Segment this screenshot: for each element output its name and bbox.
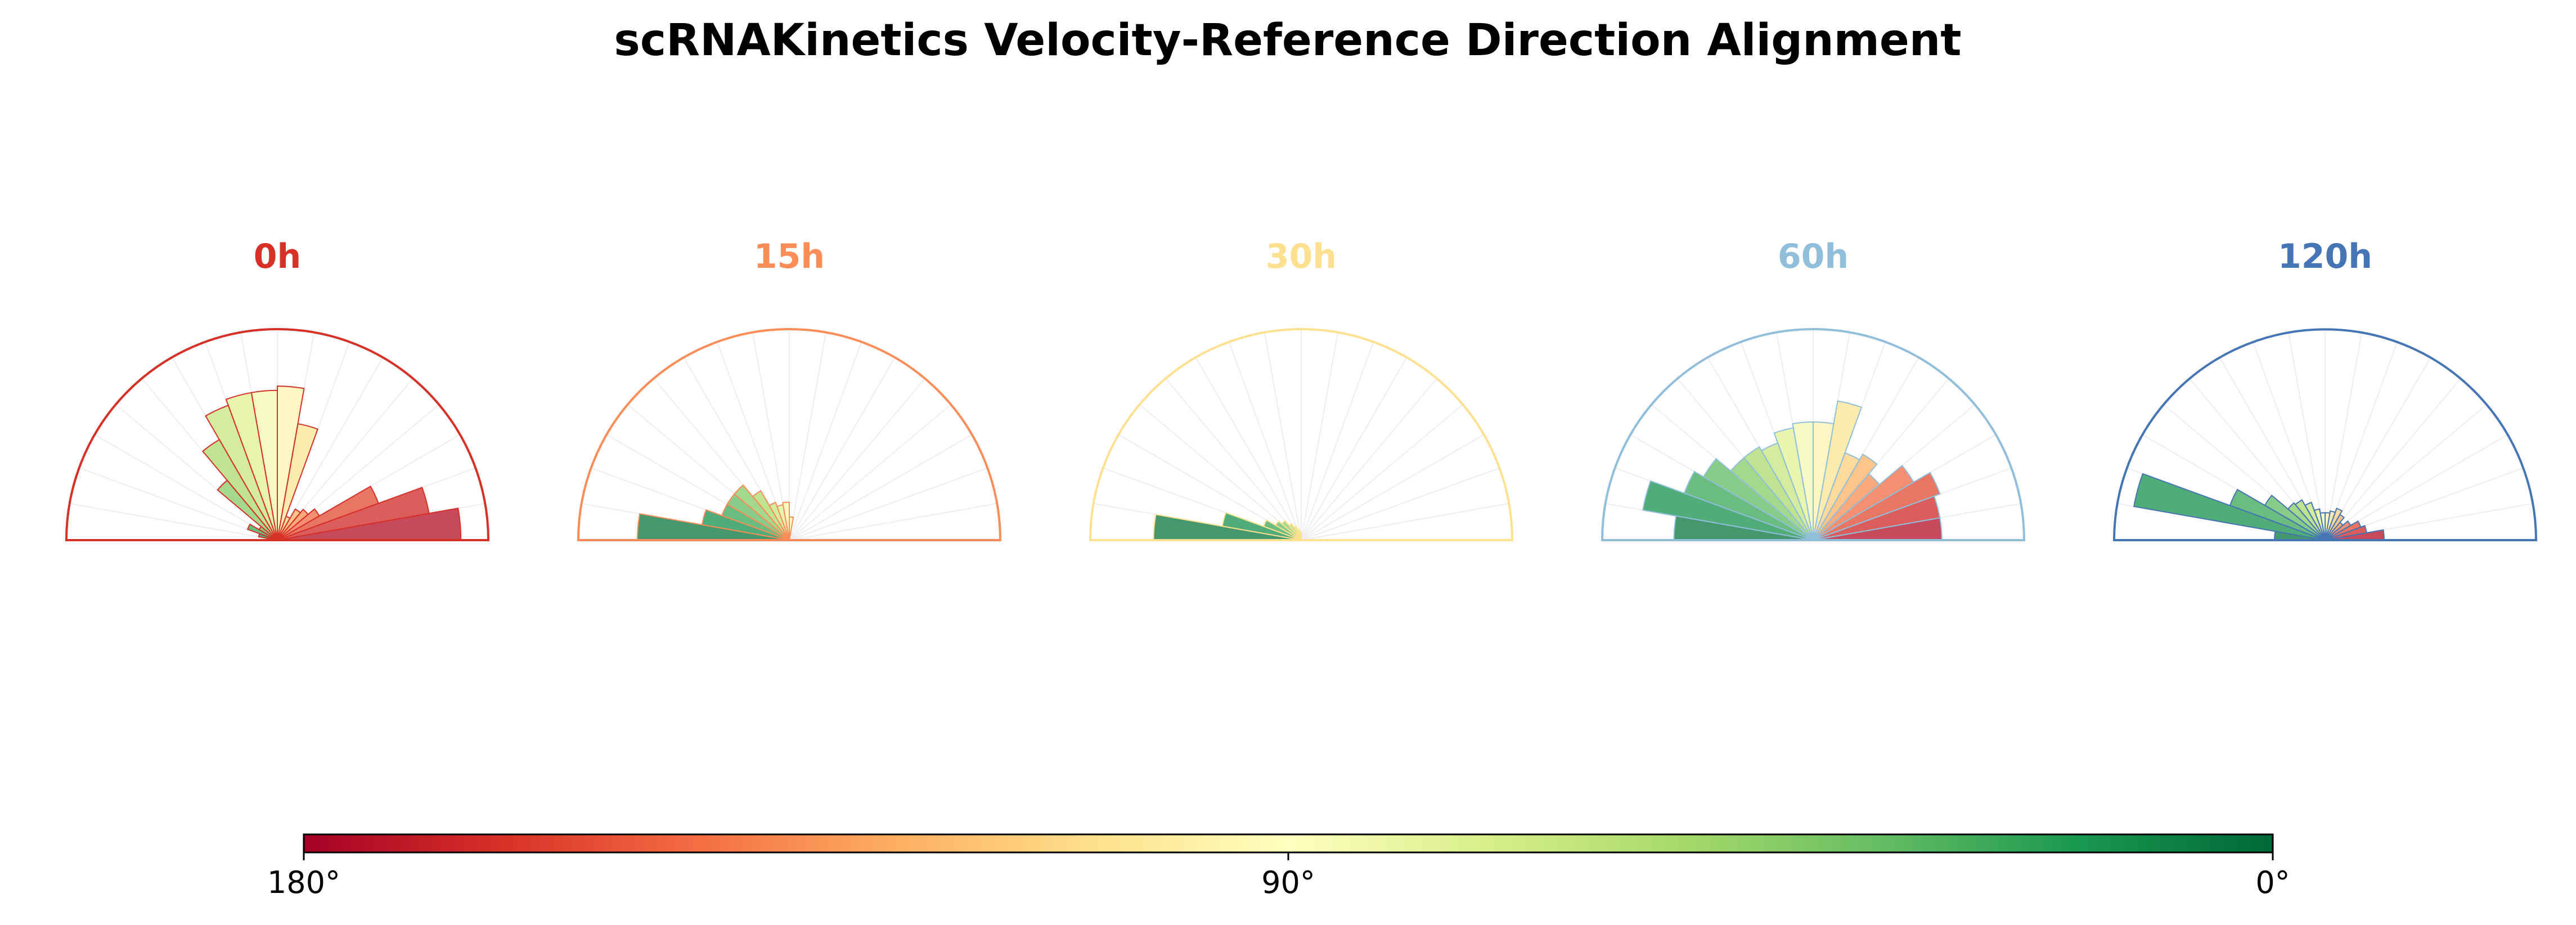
radial-gridline	[2325, 404, 2487, 541]
wedge-60h-55deg	[1813, 453, 1878, 541]
chart-title: scRNAKinetics Velocity-Reference Directi…	[614, 15, 1961, 66]
panel-label: 15h	[754, 237, 825, 276]
wedge-0h-55deg	[277, 508, 302, 541]
panel-frame	[577, 328, 1002, 541]
panel-label: 60h	[1778, 237, 1849, 276]
panel-frame	[1089, 328, 1514, 541]
polar-panel-15h: 15h	[577, 237, 1002, 541]
radial-gridline	[2325, 342, 2398, 541]
radial-gridline	[1139, 404, 1302, 541]
wedge-120h-65deg	[2325, 508, 2343, 541]
colorbar-ticks: 180° 90° 0°	[267, 852, 2290, 900]
radial-gridline	[1301, 502, 1509, 541]
radial-gridline	[789, 357, 896, 541]
radial-gridline	[2287, 332, 2326, 541]
polar-panel-30h: 30h	[1089, 237, 1514, 541]
wedge-60h-165deg	[1642, 480, 1814, 541]
radial-gridline	[1228, 342, 1302, 541]
colorbar: 180° 90° 0°	[267, 833, 2290, 900]
radial-gridline	[1301, 404, 1463, 541]
wedge-0h-85deg	[277, 385, 305, 541]
wedge-0h-125deg	[201, 439, 278, 541]
panel-frame	[2112, 328, 2538, 541]
radial-gridline	[1301, 332, 1339, 541]
radial-gridline	[789, 404, 951, 541]
wedge-0h-35deg	[277, 508, 321, 541]
colorbar-tick-label: 90°	[1261, 865, 1315, 900]
colorbar-tick-label: 180°	[267, 865, 340, 900]
radial-gridline	[1301, 357, 1408, 541]
radial-gridline	[789, 434, 973, 541]
radial-gridline	[789, 342, 862, 541]
polar-panel-60h: 60h	[1601, 237, 2026, 541]
radial-gridline	[789, 502, 997, 541]
radial-gridline	[2325, 357, 2431, 541]
radial-gridline	[789, 467, 988, 541]
wedge-0h-45deg	[277, 508, 309, 541]
wedge-60h-25deg	[1813, 472, 1941, 541]
wedge-0h-155deg	[246, 523, 278, 541]
wedge-120h-165deg	[2133, 473, 2326, 541]
radial-gridline	[1264, 332, 1302, 541]
radial-gridline	[2325, 378, 2461, 541]
wedge-0h-165deg	[258, 533, 278, 541]
polar-panels: 0h 15h 30h 60h 120h	[65, 237, 2538, 541]
radial-gridline	[94, 434, 278, 541]
polar-panel-120h: 120h	[2112, 237, 2538, 541]
panel-frame	[65, 328, 490, 541]
wedge-60h-35deg	[1813, 464, 1914, 541]
panel-frame	[1601, 328, 2026, 541]
wedge-0h-135deg	[217, 479, 278, 541]
radial-gridline	[1301, 434, 1485, 541]
panel-label: 0h	[254, 237, 301, 276]
wedge-120h-75deg	[2325, 510, 2336, 541]
radial-gridline	[69, 502, 278, 541]
radial-gridline	[79, 467, 278, 541]
wedge-0h-15deg	[277, 487, 430, 541]
panel-label: 30h	[1266, 237, 1337, 276]
radial-gridline	[789, 332, 827, 541]
panel-label: 120h	[2278, 237, 2372, 276]
radial-gridline	[2325, 332, 2363, 541]
wedge-0h-25deg	[277, 486, 379, 541]
radial-gridline	[1301, 378, 1437, 541]
wedge-0h-115deg	[205, 405, 278, 541]
radial-gridline	[789, 378, 925, 541]
wedge-60h-75deg	[1813, 400, 1863, 541]
radial-gridline	[1301, 467, 1500, 541]
radial-gridline	[1195, 357, 1302, 541]
radial-gridline	[1165, 378, 1302, 541]
colorbar-tick-label: 0°	[2255, 865, 2290, 900]
polar-panel-0h: 0h	[65, 237, 490, 541]
colorbar-gradient	[303, 833, 2274, 854]
radial-gridline	[1301, 342, 1374, 541]
wedge-0h-105deg	[225, 392, 278, 541]
